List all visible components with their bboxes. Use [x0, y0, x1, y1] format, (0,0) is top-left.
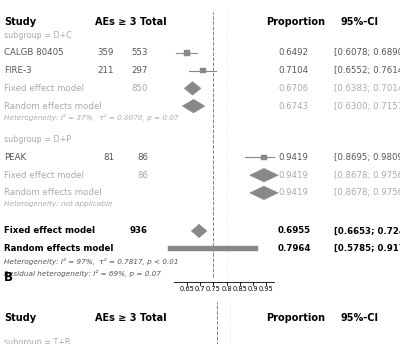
Text: B: B	[4, 271, 13, 284]
Bar	[168, 246, 258, 251]
Bar	[200, 68, 206, 73]
Bar	[184, 50, 190, 56]
Text: 86: 86	[137, 153, 148, 162]
Polygon shape	[184, 82, 201, 95]
Text: [0.5785; 0.9177]: [0.5785; 0.9177]	[334, 244, 400, 253]
Text: Study: Study	[4, 313, 36, 323]
Text: Proportion: Proportion	[266, 17, 326, 27]
Text: 0.7: 0.7	[195, 286, 206, 292]
Text: [0.6653; 0.7242]: [0.6653; 0.7242]	[334, 226, 400, 236]
Text: 0.6743: 0.6743	[278, 101, 308, 110]
Text: Heterogeneity: not applicable: Heterogeneity: not applicable	[4, 201, 112, 207]
Text: Random effects model: Random effects model	[4, 189, 102, 197]
Text: [0.6383; 0.7014]: [0.6383; 0.7014]	[334, 84, 400, 93]
Text: Fixed effect model: Fixed effect model	[4, 84, 84, 93]
Text: Proportion: Proportion	[266, 313, 326, 323]
Text: [0.8678; 0.9756]: [0.8678; 0.9756]	[334, 171, 400, 180]
Text: Heterogeneity: I² = 97%,  τ² = 0.7817, p < 0.01: Heterogeneity: I² = 97%, τ² = 0.7817, p …	[4, 258, 178, 265]
Text: 0.9419: 0.9419	[278, 171, 308, 180]
Text: Heterogeneity: I² = 37%,  τ² = 0.0070, p = 0.07: Heterogeneity: I² = 37%, τ² = 0.0070, p …	[4, 114, 178, 121]
Text: 0.6955: 0.6955	[278, 226, 311, 236]
Text: [0.6552; 0.7614]: [0.6552; 0.7614]	[334, 66, 400, 75]
Text: Study: Study	[4, 17, 36, 27]
Text: 0.95: 0.95	[259, 286, 274, 292]
Text: 0.9419: 0.9419	[278, 153, 308, 162]
Text: [0.6300; 0.7157]: [0.6300; 0.7157]	[334, 101, 400, 110]
Text: 86: 86	[137, 171, 148, 180]
Text: 0.6492: 0.6492	[278, 49, 308, 57]
Text: [0.6078; 0.6890]: [0.6078; 0.6890]	[334, 49, 400, 57]
Text: AEs ≥ 3 Total: AEs ≥ 3 Total	[95, 17, 167, 27]
Text: subgroup = D+P: subgroup = D+P	[4, 135, 71, 144]
Text: Random effects model: Random effects model	[4, 244, 113, 253]
Text: 936: 936	[130, 226, 148, 236]
Text: 0.7964: 0.7964	[278, 244, 312, 253]
Text: PEAK: PEAK	[4, 153, 26, 162]
Text: AEs ≥ 3 Total: AEs ≥ 3 Total	[95, 313, 167, 323]
Text: 0.8: 0.8	[221, 286, 232, 292]
Text: 553: 553	[132, 49, 148, 57]
Text: 211: 211	[98, 66, 114, 75]
Text: 850: 850	[132, 84, 148, 93]
Text: 0.75: 0.75	[206, 286, 221, 292]
Text: [0.8678; 0.9756]: [0.8678; 0.9756]	[334, 189, 400, 197]
Text: 81: 81	[103, 153, 114, 162]
Text: subgroup = T+B: subgroup = T+B	[4, 338, 70, 344]
Text: CALGB 80405: CALGB 80405	[4, 49, 64, 57]
Text: Fixed effect model: Fixed effect model	[4, 226, 95, 236]
Text: FIRE-3: FIRE-3	[4, 66, 32, 75]
Bar	[261, 155, 267, 160]
Text: 0.65: 0.65	[180, 286, 194, 292]
Text: 95%-CI: 95%-CI	[341, 17, 379, 27]
Text: 95%-CI: 95%-CI	[341, 313, 379, 323]
Text: 0.85: 0.85	[232, 286, 247, 292]
Text: 0.6706: 0.6706	[278, 84, 308, 93]
Text: 0.9419: 0.9419	[278, 189, 308, 197]
Polygon shape	[250, 186, 278, 200]
Text: Random effects model: Random effects model	[4, 101, 102, 110]
Text: Fixed effect model: Fixed effect model	[4, 171, 84, 180]
Text: 297: 297	[132, 66, 148, 75]
Polygon shape	[182, 99, 205, 113]
Polygon shape	[191, 224, 207, 238]
Text: 0.7104: 0.7104	[278, 66, 308, 75]
Text: Residual heterogeneity: I² = 69%, p = 0.07: Residual heterogeneity: I² = 69%, p = 0.…	[4, 270, 161, 277]
Text: subgroup = D+C: subgroup = D+C	[4, 31, 72, 40]
Polygon shape	[250, 169, 278, 182]
Text: [0.8695; 0.9809]: [0.8695; 0.9809]	[334, 153, 400, 162]
Text: 0.9: 0.9	[248, 286, 258, 292]
Text: 359: 359	[98, 49, 114, 57]
